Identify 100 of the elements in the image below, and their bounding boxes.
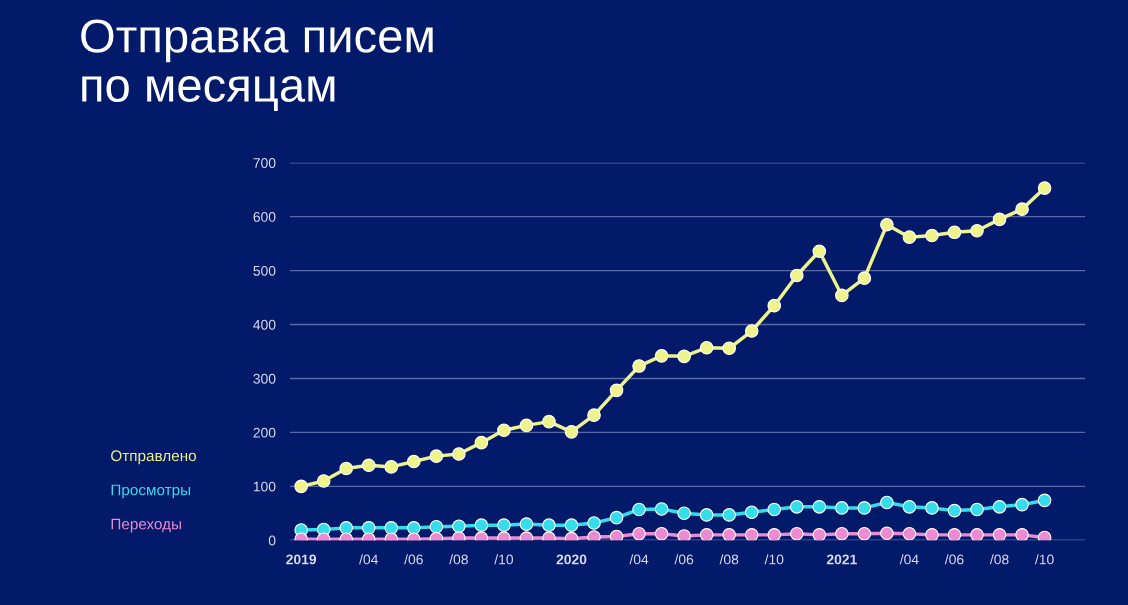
point bbox=[789, 268, 804, 283]
point bbox=[452, 519, 466, 534]
point bbox=[699, 528, 714, 541]
point bbox=[429, 519, 444, 534]
point bbox=[474, 518, 489, 532]
point bbox=[880, 217, 894, 232]
point bbox=[587, 516, 601, 530]
point bbox=[677, 349, 691, 364]
point bbox=[1037, 530, 1052, 541]
point bbox=[609, 383, 624, 398]
x-tick-label: /08 bbox=[719, 554, 739, 565]
point bbox=[632, 526, 646, 541]
x-tick-label: 2020 bbox=[556, 554, 587, 565]
point bbox=[1015, 497, 1029, 512]
point bbox=[902, 526, 917, 541]
point bbox=[744, 324, 759, 338]
point bbox=[632, 502, 646, 517]
point bbox=[902, 500, 917, 514]
point bbox=[654, 526, 669, 541]
point bbox=[1037, 493, 1052, 508]
point bbox=[609, 529, 624, 541]
point bbox=[361, 458, 376, 473]
x-tick-label: /04 bbox=[359, 554, 378, 565]
point bbox=[767, 528, 782, 541]
chart-title: Отправка писем по месяцам bbox=[81, 19, 433, 111]
point bbox=[722, 528, 736, 541]
point bbox=[699, 508, 714, 522]
x-tick-label: /10 bbox=[764, 554, 784, 565]
point bbox=[789, 500, 804, 514]
point bbox=[654, 502, 669, 516]
x-tick-label: /08 bbox=[989, 554, 1009, 565]
point bbox=[406, 454, 421, 469]
point bbox=[316, 474, 331, 488]
point bbox=[519, 418, 534, 433]
point bbox=[880, 526, 894, 541]
point bbox=[835, 526, 849, 541]
point bbox=[857, 271, 872, 285]
y-tick-label: 200 bbox=[253, 427, 276, 438]
point bbox=[744, 505, 759, 520]
text: Переходы bbox=[111, 518, 181, 533]
point bbox=[947, 528, 962, 541]
point bbox=[1037, 181, 1052, 195]
x-tick-label: /06 bbox=[404, 554, 423, 565]
x-tick-label: /06 bbox=[944, 554, 964, 565]
point bbox=[835, 501, 849, 515]
point bbox=[925, 528, 939, 541]
point bbox=[609, 510, 624, 525]
point bbox=[789, 526, 804, 541]
point bbox=[857, 526, 872, 541]
point bbox=[497, 518, 511, 532]
point bbox=[699, 340, 714, 355]
point bbox=[384, 460, 399, 474]
point bbox=[992, 500, 1007, 514]
point bbox=[542, 518, 556, 532]
x-tick-label: /10 bbox=[494, 554, 514, 565]
point bbox=[361, 521, 376, 535]
text: Отправлено bbox=[111, 450, 196, 465]
point bbox=[677, 529, 691, 541]
point bbox=[1015, 202, 1029, 216]
point bbox=[632, 359, 646, 373]
y-tick-label: 0 bbox=[268, 535, 276, 546]
x-tick-label: /04 bbox=[899, 554, 919, 565]
point bbox=[947, 225, 962, 240]
point bbox=[970, 502, 984, 517]
point bbox=[992, 528, 1007, 541]
point bbox=[429, 449, 444, 463]
y-tick-label: 400 bbox=[253, 319, 276, 330]
point bbox=[564, 518, 579, 532]
point bbox=[406, 521, 421, 535]
point bbox=[812, 500, 827, 514]
y-tick-label: 100 bbox=[253, 481, 276, 492]
point bbox=[564, 425, 579, 439]
point bbox=[339, 521, 354, 535]
point bbox=[925, 228, 939, 243]
point bbox=[744, 528, 759, 541]
point bbox=[1015, 528, 1029, 541]
y-tick-label: 700 bbox=[253, 158, 276, 168]
point bbox=[880, 495, 894, 510]
point bbox=[970, 528, 984, 541]
y-tick-label: 600 bbox=[253, 212, 276, 222]
point bbox=[452, 447, 466, 461]
point bbox=[970, 223, 984, 238]
x-tick-label: /06 bbox=[674, 554, 694, 565]
point bbox=[992, 212, 1007, 227]
point bbox=[857, 501, 872, 515]
point bbox=[587, 408, 601, 422]
x-tick-label: /04 bbox=[629, 554, 649, 565]
point bbox=[835, 288, 849, 303]
point bbox=[947, 503, 962, 518]
point bbox=[722, 508, 736, 522]
point bbox=[722, 341, 736, 356]
point bbox=[384, 521, 399, 535]
point bbox=[587, 530, 601, 541]
point bbox=[474, 435, 489, 450]
point bbox=[339, 461, 354, 476]
point bbox=[542, 414, 556, 429]
point bbox=[654, 349, 669, 363]
text: Просмотры bbox=[111, 484, 191, 499]
point bbox=[767, 502, 782, 517]
point bbox=[812, 528, 827, 541]
